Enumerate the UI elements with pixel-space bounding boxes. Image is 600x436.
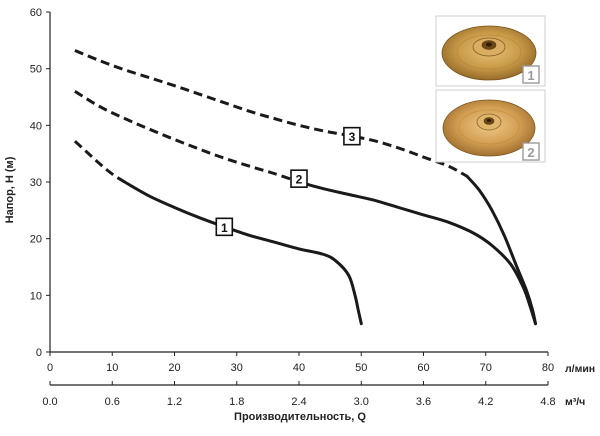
x-unit-secondary: м³/ч — [565, 396, 585, 408]
x-tick-label: 50 — [355, 362, 367, 374]
curve-label-text: 3 — [349, 130, 356, 144]
x-tick-label: 40 — [293, 362, 305, 374]
impeller-inset-1-number: 1 — [527, 68, 534, 83]
y-tick-label: 20 — [30, 234, 42, 246]
impeller-inset-2: 2 — [435, 89, 546, 163]
y-tick-label: 0 — [36, 347, 42, 359]
curve-label-box — [215, 217, 234, 237]
series-2-solid-line — [297, 180, 537, 326]
x-tick-label: 30 — [231, 362, 243, 374]
y-axis-title: Напор, Н (м) — [4, 156, 16, 223]
y-tick-label: 10 — [30, 290, 42, 302]
x2-tick-label: 3.6 — [416, 396, 431, 408]
curve-label-box — [343, 126, 361, 146]
curve-label-text: 1 — [221, 221, 228, 235]
x2-tick-label: 1.2 — [167, 396, 182, 408]
impeller-photo-2 — [442, 99, 536, 157]
curve-label-2: 2 — [290, 169, 308, 188]
x2-tick-label: 4.2 — [478, 396, 493, 408]
x2-tick-label: 0.0 — [42, 396, 57, 408]
x-tick-label: 0 — [47, 362, 53, 374]
y-tick-label: 60 — [30, 7, 42, 19]
impeller-inset-1: 1 — [435, 15, 546, 87]
series-layer — [73, 49, 537, 326]
x2-tick-label: 2.4 — [291, 396, 306, 408]
y-tick-label: 40 — [30, 120, 42, 132]
x-tick-label: 10 — [106, 362, 118, 374]
series-3-dashed-line — [74, 49, 468, 178]
x2-tick-label: 0.6 — [105, 396, 120, 408]
curve-labels: 1 2 3 — [215, 126, 361, 237]
y-tick-label: 50 — [30, 64, 42, 76]
x-unit-primary: л/мин — [565, 363, 595, 375]
series-2-dashed-line — [74, 90, 300, 184]
impeller-inset-2-number: 2 — [527, 145, 534, 160]
x2-tick-label: 1.8 — [229, 396, 244, 408]
axes — [46, 11, 549, 386]
impeller-photo-1 — [441, 25, 537, 81]
x-tick-label: 80 — [542, 362, 554, 374]
series-3-solid-line — [465, 174, 537, 326]
y-tick-label: 30 — [30, 177, 42, 189]
curve-label-1: 1 — [215, 217, 234, 237]
series-1-solid-line — [123, 180, 363, 326]
curve-label-box — [290, 169, 308, 188]
curve-label-3: 3 — [343, 126, 361, 146]
x2-tick-label: 3.0 — [354, 396, 369, 408]
x-tick-label: 60 — [417, 362, 429, 374]
x2-tick-label: 4.8 — [540, 396, 555, 408]
x-axis-title: Производительность, Q — [234, 411, 366, 423]
series-1-dashed-line — [73, 140, 126, 184]
curve-label-text: 2 — [296, 173, 303, 187]
x-tick-label: 20 — [168, 362, 180, 374]
x-tick-label: 70 — [480, 362, 492, 374]
tick-labels: 0 10 20 30 40 50 60 0 10 20 30 40 50 60 70 80 0.0 0.6 1.2 1… — [30, 7, 556, 408]
